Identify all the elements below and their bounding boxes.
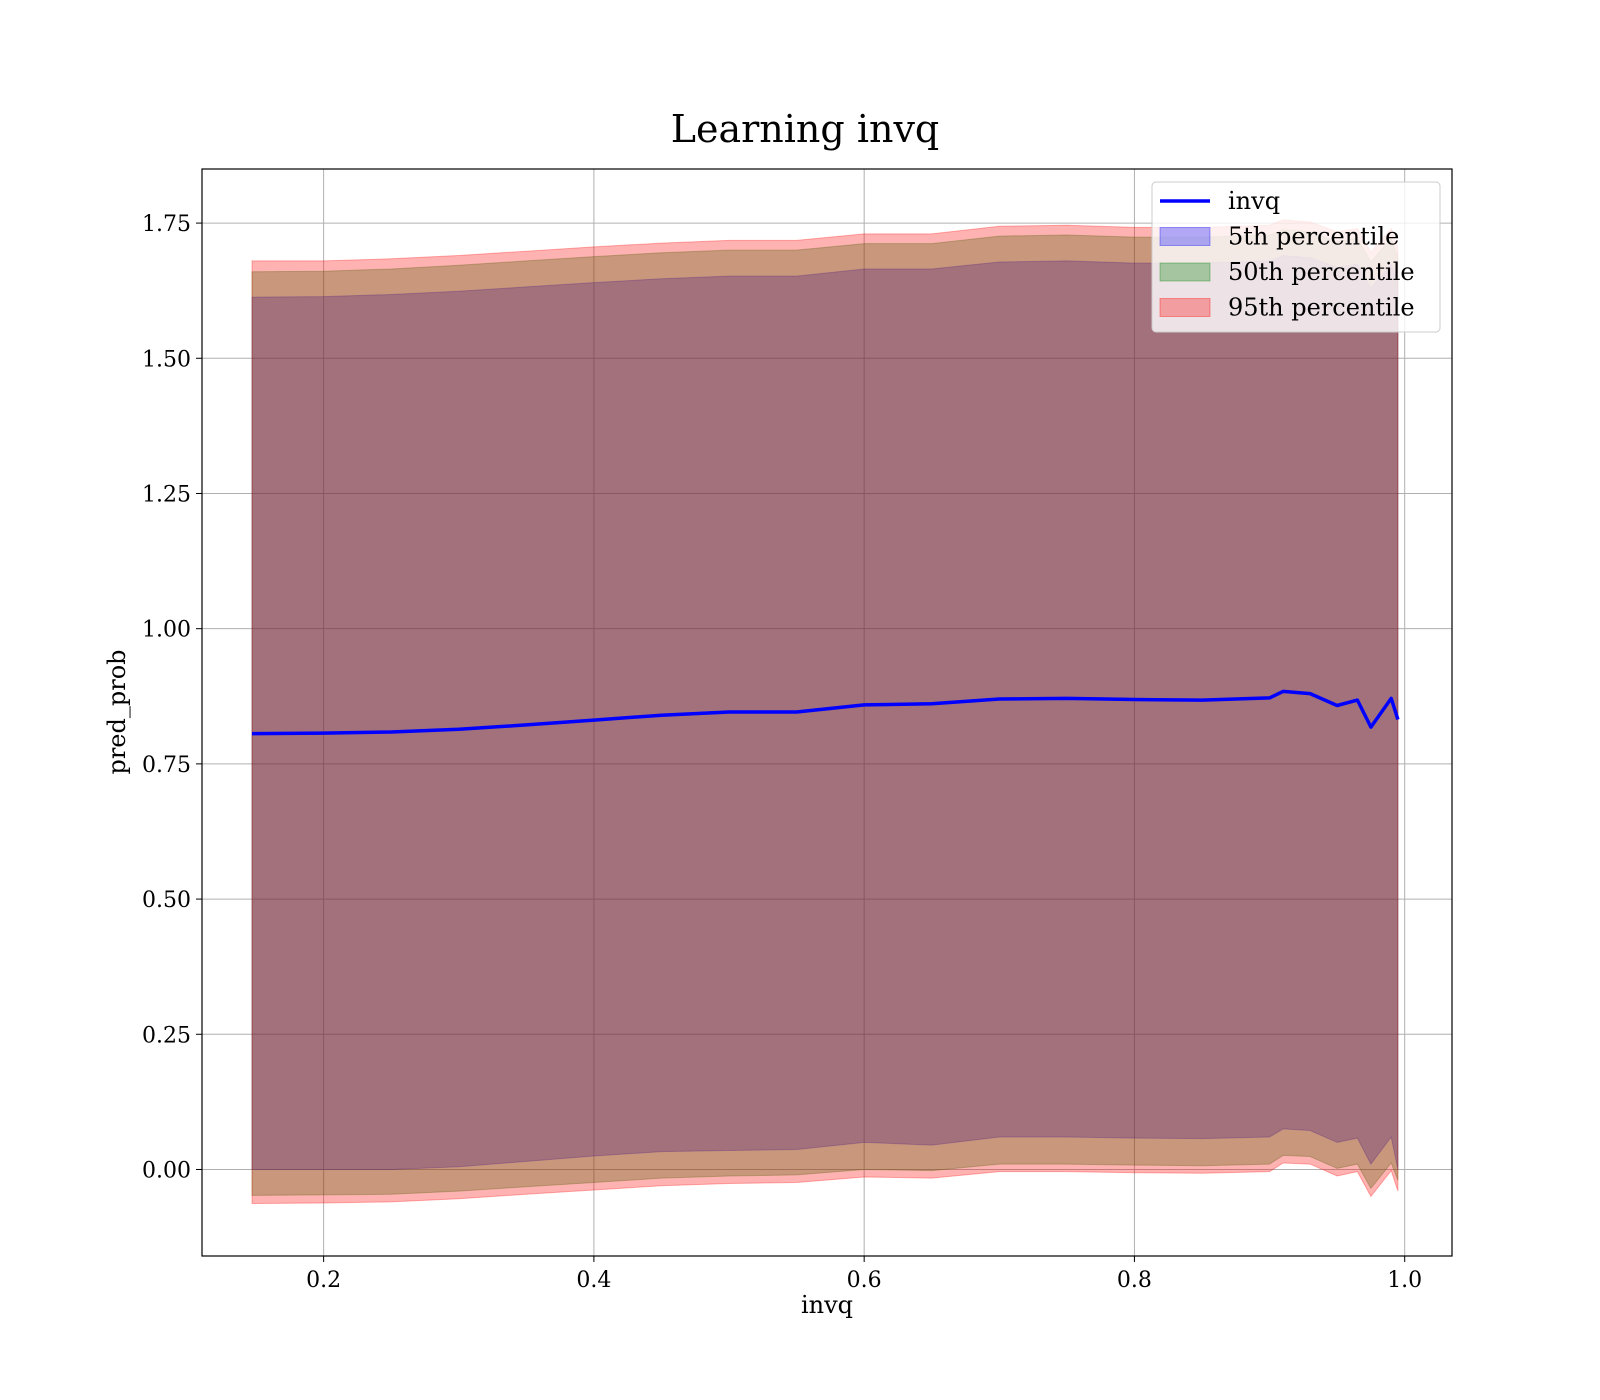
- y-tick-label: 0.00: [142, 1158, 191, 1183]
- chart-title: Learning invq: [671, 107, 939, 151]
- x-tick-label: 0.6: [847, 1268, 882, 1293]
- line-invq: [251, 689, 1400, 736]
- legend-box: [1151, 181, 1441, 333]
- x-tick-label: 0.2: [306, 1268, 341, 1293]
- series-lines: [251, 689, 1400, 736]
- y-tick-label: 1.50: [142, 347, 191, 372]
- y-tick-label: 0.50: [142, 888, 191, 913]
- y-tick-label: 1.00: [142, 618, 191, 643]
- legend-label: 50th percentile: [1228, 258, 1415, 286]
- x-tick-label: 0.8: [1117, 1268, 1152, 1293]
- x-tick-label: 1.0: [1387, 1268, 1422, 1293]
- legend-band-swatch: [1159, 227, 1211, 246]
- band-50th-percentile: [251, 229, 1399, 1196]
- x-axis-ticks: 0.2 0.4 0.6 0.8 1.0: [306, 1256, 1422, 1293]
- x-tick-label: 0.4: [576, 1268, 611, 1293]
- legend-band-swatch: [1159, 298, 1211, 317]
- band-95th-percentile: [251, 219, 1399, 1205]
- legend: invq 5th percentile 50th percentile 95th pe…: [1151, 181, 1441, 333]
- plot-frame: [201, 168, 1453, 1257]
- y-tick-label: 0.25: [142, 1023, 191, 1048]
- y-axis-ticks: 0.00 0.25 0.50 0.75 1.00 1.25 1.50 1.75: [142, 212, 202, 1183]
- legend-label: 5th percentile: [1228, 223, 1399, 251]
- legend-label: 95th percentile: [1228, 294, 1415, 322]
- legend-band-swatch: [1159, 262, 1211, 282]
- y-tick-label: 1.75: [142, 212, 191, 237]
- legend-label: invq: [1228, 187, 1280, 215]
- y-tick-label: 0.75: [142, 753, 191, 778]
- y-axis-label: pred_prob: [103, 649, 131, 774]
- percentile-bands: [251, 219, 1399, 1205]
- x-axis-label: invq: [801, 1291, 853, 1319]
- y-tick-label: 1.25: [142, 482, 191, 507]
- band-5th-percentile: [251, 254, 1399, 1170]
